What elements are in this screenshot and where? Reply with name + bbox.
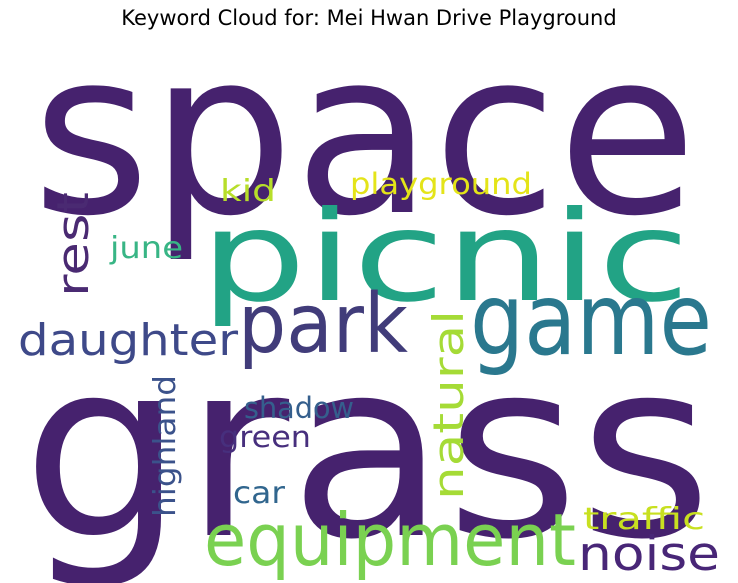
word-highland: highland: [148, 375, 183, 517]
chart-title: Keyword Cloud for: Mei Hwan Drive Playgr…: [121, 6, 617, 30]
word-car: car: [233, 476, 286, 511]
word-green: green: [219, 420, 311, 454]
word-noise: noise: [578, 527, 720, 582]
word-kid: kid: [220, 174, 276, 209]
word-grass: grass: [22, 308, 712, 583]
word-natural: natural: [424, 310, 473, 500]
word-space: space: [32, 3, 697, 266]
word-park: park: [238, 277, 408, 372]
word-game: game: [470, 261, 712, 378]
word-picnic: picnic: [200, 185, 690, 330]
word-shadow: shadow: [244, 391, 354, 425]
word-playground: playground: [350, 167, 532, 201]
word-rest: rest: [48, 192, 99, 297]
word-equipment: equipment: [204, 498, 576, 582]
word-june: june: [109, 231, 183, 266]
word-daughter: daughter: [18, 315, 239, 366]
word-traffic: traffic: [583, 502, 705, 537]
